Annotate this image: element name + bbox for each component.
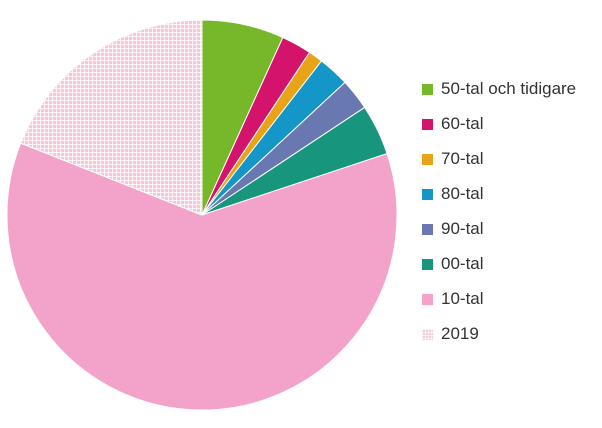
legend-label: 10-tal bbox=[441, 289, 484, 308]
pie-slice-10-tal bbox=[6, 142, 398, 411]
legend-item-70-tal: 70-tal bbox=[422, 148, 576, 170]
legend-item-00-tal: 00-tal bbox=[422, 253, 576, 275]
legend-label: 50-tal och tidigare bbox=[441, 79, 577, 98]
legend-swatch bbox=[422, 153, 433, 165]
legend-item-2019: 2019 bbox=[422, 323, 576, 345]
legend-swatch bbox=[422, 188, 433, 200]
legend-label: 90-tal bbox=[441, 219, 484, 238]
legend-label: 60-tal bbox=[441, 114, 484, 133]
legend-item-50-tal-och-tidigare: 50-tal och tidigare bbox=[422, 78, 576, 100]
legend-swatch bbox=[422, 118, 433, 130]
legend-label: 80-tal bbox=[441, 184, 484, 203]
pie-slices bbox=[6, 19, 398, 411]
legend-swatch bbox=[422, 258, 433, 270]
pie-slice-2019 bbox=[20, 19, 203, 216]
legend-item-90-tal: 90-tal bbox=[422, 218, 576, 240]
legend-swatch bbox=[422, 83, 433, 95]
legend-swatch bbox=[422, 293, 433, 305]
legend-swatch bbox=[422, 328, 433, 340]
legend-label: 2019 bbox=[441, 324, 479, 343]
legend-label: 70-tal bbox=[441, 149, 484, 168]
legend-item-80-tal: 80-tal bbox=[422, 183, 576, 205]
legend-item-60-tal: 60-tal bbox=[422, 113, 576, 135]
legend-item-10-tal: 10-tal bbox=[422, 288, 576, 310]
legend: 50-tal och tidigare 60-tal 70-tal 80-tal 90-… bbox=[422, 78, 576, 345]
legend-swatch bbox=[422, 223, 433, 235]
legend-label: 00-tal bbox=[441, 254, 484, 273]
